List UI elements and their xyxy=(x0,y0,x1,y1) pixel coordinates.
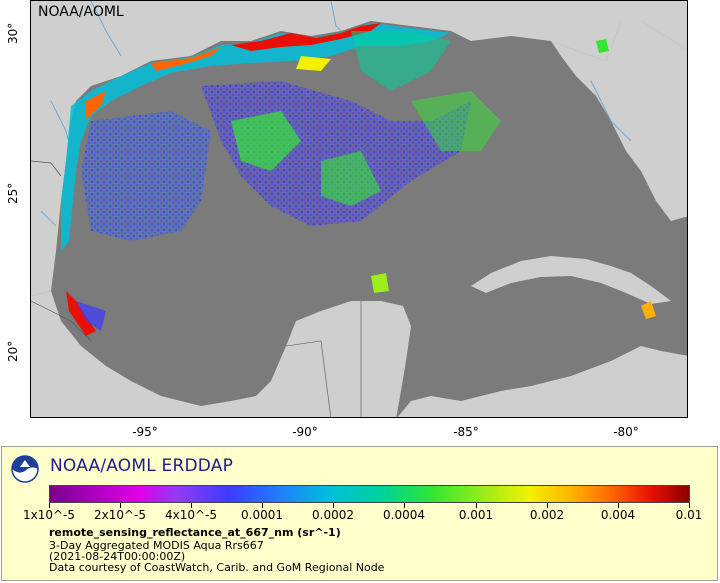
cb-label: 0.002 xyxy=(529,508,565,522)
cb-label: 1x10^-5 xyxy=(22,508,76,522)
land-florida xyxy=(551,21,687,221)
cb-label: 0.0004 xyxy=(383,508,425,522)
land-central-america xyxy=(397,346,687,417)
map-frame xyxy=(30,0,688,418)
y-tick-25: 25° xyxy=(6,182,20,204)
noaa-logo-icon xyxy=(11,455,39,483)
cb-label: 0.01 xyxy=(675,508,703,522)
dataset-name: 3-Day Aggregated MODIS Aqua Rrs667 xyxy=(49,539,264,552)
y-tick-20: 20° xyxy=(6,340,20,362)
cb-tick xyxy=(120,503,121,508)
cb-tick xyxy=(547,503,548,508)
legend-title: NOAA/AOML ERDDAP xyxy=(50,456,234,476)
cb-tick xyxy=(333,503,334,508)
cb-label: 0.001 xyxy=(458,508,494,522)
cb-tick xyxy=(618,503,619,508)
map-area: NOAA/AOML 30° 25° 20° -95° -90° -85° -80… xyxy=(6,0,688,439)
cb-tick xyxy=(191,503,192,508)
land-cuba xyxy=(471,256,671,304)
cb-tick xyxy=(49,503,50,508)
x-tick-85: -85° xyxy=(453,425,479,439)
time-stamp: (2021-08-24T00:00:00Z) xyxy=(49,550,186,563)
cb-label: 0.0001 xyxy=(241,508,283,522)
cb-tick xyxy=(689,503,690,508)
cb-tick xyxy=(262,503,263,508)
cb-label: 0.004 xyxy=(600,508,636,522)
cb-tick xyxy=(476,503,477,508)
x-tick-95: -95° xyxy=(132,425,158,439)
variable-name: remote_sensing_reflectance_at_667_nm (sr… xyxy=(49,526,341,539)
legend-panel: NOAA/AOML ERDDAP 1x10^-5 2x10^-5 4x10^-5… xyxy=(1,446,718,581)
map-svg xyxy=(31,1,687,417)
colorbar xyxy=(49,485,690,503)
x-tick-80: -80° xyxy=(613,425,639,439)
map-watermark: NOAA/AOML xyxy=(38,4,124,20)
data-credit: Data courtesy of CoastWatch, Carib. and … xyxy=(49,561,385,574)
cb-label: 0.0002 xyxy=(312,508,354,522)
x-tick-90: -90° xyxy=(292,425,318,439)
y-tick-30: 30° xyxy=(6,22,20,44)
land-us xyxy=(31,1,687,296)
cb-label: 4x10^-5 xyxy=(164,508,218,522)
land-mexico xyxy=(31,291,411,417)
cb-tick xyxy=(404,503,405,508)
cb-label: 2x10^-5 xyxy=(93,508,147,522)
